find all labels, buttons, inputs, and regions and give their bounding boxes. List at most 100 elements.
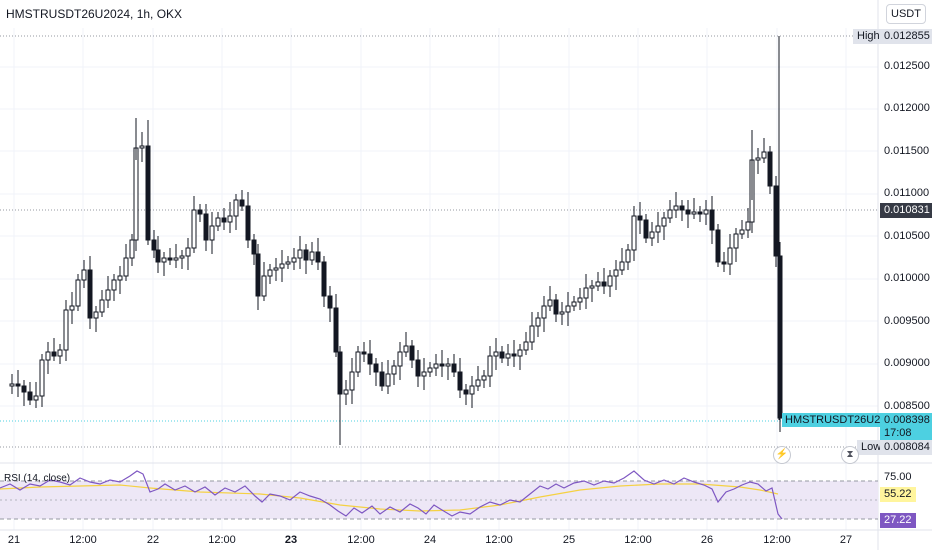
candle-up xyxy=(475,379,481,387)
candle-up xyxy=(469,385,475,395)
symbol-price-tag: HMSTRUSDT26U2024 xyxy=(782,413,902,427)
candle-up xyxy=(421,371,427,377)
candle-up xyxy=(583,287,589,299)
candle-up xyxy=(523,341,529,351)
time-label: 12:00 xyxy=(347,534,375,546)
low-tag-value: 0.008084 xyxy=(880,440,932,455)
price-label: 0.012500 xyxy=(884,60,930,72)
candle-down xyxy=(15,383,21,387)
candle-up xyxy=(69,305,75,311)
candle-down xyxy=(709,209,715,231)
candle-up xyxy=(57,349,63,357)
high-tag-value: 0.012855 xyxy=(880,29,932,44)
candle-up xyxy=(111,279,117,291)
candle-up xyxy=(297,249,303,259)
time-label: 21 xyxy=(7,534,21,546)
candle-up xyxy=(493,351,499,357)
last-price-value: 0.008398 xyxy=(884,414,930,426)
rsi-line xyxy=(0,470,783,520)
candle-up xyxy=(625,249,631,263)
candle-up xyxy=(761,151,767,159)
high-tag-label: High xyxy=(853,29,884,44)
candle-up xyxy=(185,247,191,257)
candle-down xyxy=(643,219,649,239)
candle-up xyxy=(673,205,679,211)
rsi-upper-label: 75.00 xyxy=(884,471,912,483)
candle-up xyxy=(691,211,697,215)
candle-up xyxy=(227,215,233,223)
candle-up xyxy=(667,209,673,219)
candle-up xyxy=(343,389,349,395)
time-label: 25 xyxy=(562,534,576,546)
candle-up xyxy=(619,261,625,271)
candle-up xyxy=(535,317,541,327)
candle-up xyxy=(209,225,215,241)
candle-up xyxy=(433,363,439,369)
candle-up xyxy=(75,279,81,307)
candle-up xyxy=(445,363,451,367)
candle-up xyxy=(105,289,111,301)
candle-down xyxy=(203,213,209,241)
candle-up xyxy=(9,383,15,387)
low-tag-label: Low xyxy=(857,440,886,455)
candle-up xyxy=(703,209,709,215)
candle-up xyxy=(571,301,577,307)
candle-up xyxy=(517,349,523,357)
candle-up xyxy=(487,355,493,377)
candle-up xyxy=(505,353,511,359)
candle-up xyxy=(655,225,661,233)
candle-down xyxy=(415,359,421,377)
price-label: 0.011000 xyxy=(884,187,930,199)
price-label: 0.011500 xyxy=(884,145,930,157)
candle-up xyxy=(727,247,733,265)
candle-down xyxy=(637,215,643,221)
candle-up xyxy=(739,229,745,235)
candle-up xyxy=(291,257,297,263)
candle-up xyxy=(191,209,197,249)
candle-up xyxy=(179,255,185,259)
candle-up xyxy=(279,263,285,269)
candle-down xyxy=(315,251,321,263)
candle-up xyxy=(481,375,487,381)
candle-down xyxy=(679,205,685,211)
candle-down xyxy=(155,249,161,263)
candle-up xyxy=(529,325,535,343)
time-label: 23 xyxy=(284,534,298,546)
hourglass-icon[interactable]: ⧗ xyxy=(841,446,859,464)
candle-down xyxy=(255,253,261,297)
candle-up xyxy=(565,305,571,313)
candle-down xyxy=(245,205,251,241)
time-label: 12:00 xyxy=(69,534,97,546)
candle-up xyxy=(403,345,409,353)
candle-up xyxy=(63,309,69,351)
candle-up xyxy=(631,215,637,251)
candle-up xyxy=(39,359,45,397)
candle-down xyxy=(303,249,309,261)
currency-button[interactable]: USDT xyxy=(886,4,926,24)
candle-up xyxy=(613,269,619,277)
rsi-ma-tag: 55.22 xyxy=(880,487,916,502)
price-label: 0.010000 xyxy=(884,272,930,284)
candle-down xyxy=(715,229,721,263)
candle-down xyxy=(601,281,607,287)
candle-up xyxy=(99,299,105,313)
candle-up xyxy=(559,311,565,315)
candle-down xyxy=(361,351,367,355)
countdown: 17:08 xyxy=(884,427,912,439)
candle-up xyxy=(233,199,239,217)
candle-down xyxy=(373,363,379,373)
lightning-icon[interactable]: ⚡ xyxy=(773,446,791,464)
candle-down xyxy=(333,307,339,353)
candle-down xyxy=(21,385,27,393)
candle-down xyxy=(197,209,203,215)
candle-down xyxy=(685,209,691,215)
last-price-tag: 0.008398 17:08 xyxy=(880,413,932,441)
time-label: 12:00 xyxy=(624,534,652,546)
candle-down xyxy=(367,353,373,365)
price-label: 0.012000 xyxy=(884,102,930,114)
candle-up xyxy=(349,371,355,391)
candle-up xyxy=(45,351,51,361)
price-label: 0.010500 xyxy=(884,230,930,242)
candle-up xyxy=(391,365,397,375)
